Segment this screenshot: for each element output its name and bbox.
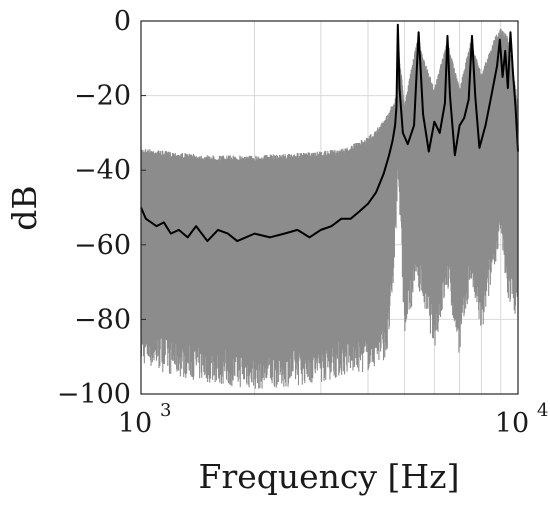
y-tick-label: −20 [74,81,131,112]
mean-spectrum-line [140,23,519,243]
x-tick-label: 10 [495,408,529,439]
y-tick-label: −40 [74,155,131,186]
y-tick-label: −80 [74,304,131,335]
mean-line-group [140,23,519,243]
y-tick-label: 0 [114,6,131,37]
x-tick-label: 10 [118,408,152,439]
x-tick-exponent: 3 [160,400,171,421]
x-tick-exponent: 4 [537,400,548,421]
plot-frame [140,20,519,395]
y-tick-label: −60 [74,230,131,261]
ensemble-spectra [140,28,519,389]
x-axis: 10 3 10 4 [118,389,548,439]
y-axis: 0 −20 −40 −60 −80 −100 [57,6,146,410]
ensemble-band [140,28,519,389]
y-tick-label: −100 [57,379,131,410]
x-axis-label: Frequency [Hz] [199,457,460,496]
y-axis-label: dB [5,185,44,230]
